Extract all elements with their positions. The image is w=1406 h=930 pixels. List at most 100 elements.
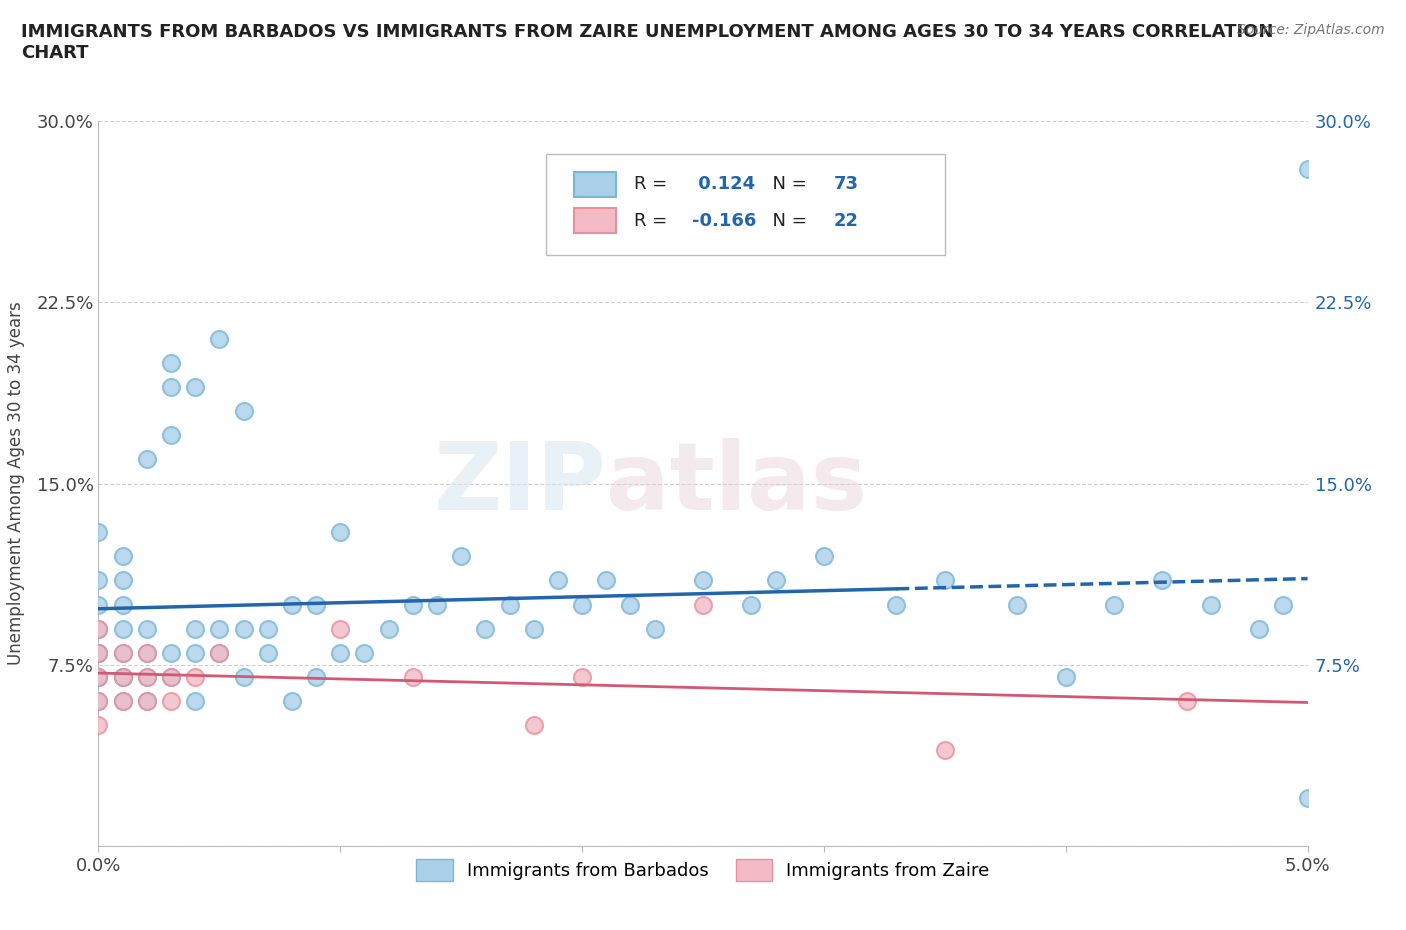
Point: [402, 670, 425, 684]
Text: R =: R =: [634, 212, 673, 230]
Point: [160, 428, 183, 443]
Point: [305, 670, 328, 684]
Point: [87, 645, 110, 660]
Point: [1054, 670, 1077, 684]
Point: [232, 621, 254, 636]
Point: [111, 645, 134, 660]
Point: [87, 645, 110, 660]
Point: [934, 742, 956, 757]
Point: [208, 645, 231, 660]
FancyBboxPatch shape: [546, 153, 945, 255]
Point: [111, 670, 134, 684]
Point: [111, 670, 134, 684]
Point: [1296, 790, 1319, 805]
Y-axis label: Unemployment Among Ages 30 to 34 years: Unemployment Among Ages 30 to 34 years: [7, 301, 25, 666]
Point: [87, 645, 110, 660]
Point: [692, 573, 714, 588]
Point: [232, 404, 254, 418]
Point: [402, 597, 425, 612]
Point: [87, 670, 110, 684]
Point: [1199, 597, 1222, 612]
Point: [111, 694, 134, 709]
Legend: Immigrants from Barbados, Immigrants from Zaire: Immigrants from Barbados, Immigrants fro…: [409, 852, 997, 888]
Point: [135, 645, 157, 660]
Point: [329, 525, 352, 539]
Point: [87, 597, 110, 612]
Text: IMMIGRANTS FROM BARBADOS VS IMMIGRANTS FROM ZAIRE UNEMPLOYMENT AMONG AGES 30 TO : IMMIGRANTS FROM BARBADOS VS IMMIGRANTS F…: [21, 23, 1274, 62]
Point: [256, 645, 278, 660]
Bar: [574, 208, 616, 233]
Text: N =: N =: [761, 176, 813, 193]
Point: [813, 549, 835, 564]
Point: [377, 621, 399, 636]
Text: 0.124: 0.124: [692, 176, 755, 193]
Point: [135, 645, 157, 660]
Point: [111, 670, 134, 684]
Point: [1152, 573, 1174, 588]
Point: [740, 597, 762, 612]
Point: [111, 694, 134, 709]
Point: [87, 621, 110, 636]
Text: ZIP: ZIP: [433, 438, 606, 529]
Text: Source: ZipAtlas.com: Source: ZipAtlas.com: [1237, 23, 1385, 37]
Point: [232, 670, 254, 684]
Point: [184, 621, 207, 636]
Point: [111, 621, 134, 636]
Point: [184, 694, 207, 709]
Point: [184, 670, 207, 684]
Point: [692, 597, 714, 612]
Point: [135, 621, 157, 636]
Point: [160, 645, 183, 660]
Text: R =: R =: [634, 176, 673, 193]
Point: [160, 355, 183, 370]
Point: [160, 670, 183, 684]
Text: N =: N =: [761, 212, 813, 230]
Point: [1175, 694, 1198, 709]
Point: [87, 621, 110, 636]
Point: [160, 694, 183, 709]
Point: [111, 645, 134, 660]
Point: [1272, 597, 1295, 612]
Point: [87, 718, 110, 733]
Point: [595, 573, 617, 588]
Point: [87, 573, 110, 588]
Point: [498, 597, 520, 612]
Point: [329, 645, 352, 660]
Point: [87, 670, 110, 684]
Point: [184, 645, 207, 660]
Point: [135, 670, 157, 684]
Point: [1007, 597, 1029, 612]
Point: [329, 621, 352, 636]
Point: [426, 597, 449, 612]
Point: [571, 597, 593, 612]
Point: [523, 718, 546, 733]
Point: [87, 694, 110, 709]
Text: 22: 22: [834, 212, 859, 230]
Point: [1296, 162, 1319, 177]
Point: [256, 621, 278, 636]
Point: [111, 573, 134, 588]
Point: [1249, 621, 1271, 636]
Text: -0.166: -0.166: [692, 212, 756, 230]
Point: [208, 621, 231, 636]
Bar: [574, 172, 616, 197]
Point: [571, 670, 593, 684]
Point: [305, 597, 328, 612]
Point: [281, 694, 304, 709]
Point: [135, 452, 157, 467]
Point: [87, 525, 110, 539]
Point: [111, 549, 134, 564]
Point: [160, 379, 183, 394]
Point: [135, 694, 157, 709]
Point: [281, 597, 304, 612]
Point: [87, 670, 110, 684]
Point: [87, 694, 110, 709]
Point: [523, 621, 546, 636]
Point: [450, 549, 472, 564]
Point: [208, 645, 231, 660]
Point: [111, 597, 134, 612]
Point: [765, 573, 787, 588]
Point: [934, 573, 956, 588]
Point: [1102, 597, 1125, 612]
Point: [547, 573, 569, 588]
